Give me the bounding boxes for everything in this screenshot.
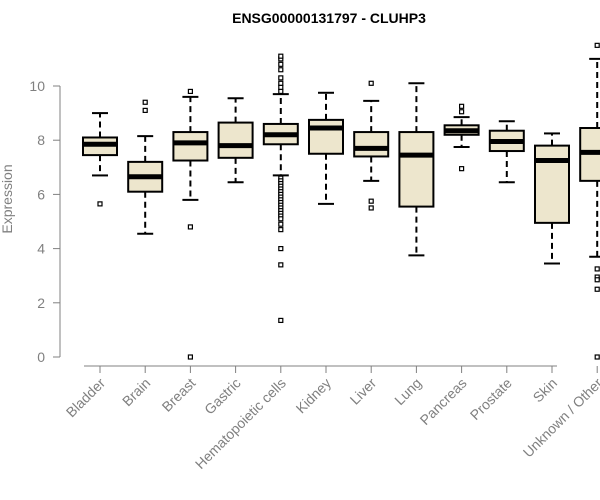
box-8 [443,103,480,172]
box-5 [308,91,344,205]
box-iqr [398,131,435,208]
box-0 [82,112,118,207]
x-tick-label: Kidney [293,375,335,417]
outlier-point [368,80,374,86]
box-1 [127,99,164,235]
outlier-point [278,67,284,73]
outlier-point [278,216,284,222]
outlier-point [278,317,284,324]
box-iqr [534,144,570,224]
outlier-point [278,227,284,233]
outlier-point [278,262,284,268]
y-axis-label: Expression [0,164,15,233]
outlier-point [278,88,284,95]
box-11 [579,42,600,360]
x-tick-label: Bladder [63,375,109,421]
outlier-point [278,221,284,227]
x-tick-label: Brain [119,375,153,409]
outlier-point [594,354,600,360]
y-tick-label: 8 [37,132,45,148]
box-3 [217,97,254,184]
outlier-point [142,99,148,105]
chart-title: ENSG00000131797 - CLUHP3 [232,10,426,26]
outlier-point [594,42,600,48]
box-4 [262,53,299,324]
box-7 [398,82,435,257]
box-9 [488,120,525,184]
x-tick-label: Pancreas [417,375,470,428]
outlier-point [368,205,374,211]
box-iqr [172,131,209,162]
y-tick-label: 4 [37,241,45,257]
outlier-point [594,286,600,292]
outlier-point [187,224,193,230]
box-10 [534,132,570,265]
outlier-point [97,201,103,207]
x-tick-label: Liver [347,375,380,408]
outlier-point [187,354,193,360]
x-tick-label: Breast [159,375,199,415]
x-tick-label: Prostate [467,375,515,423]
outlier-point [187,88,193,95]
boxes [82,42,600,360]
outlier-point [459,109,465,115]
box-iqr [217,121,254,159]
outlier-point [459,166,465,172]
outlier-point [278,75,284,81]
box-6 [353,80,390,211]
outlier-point [142,107,148,113]
outlier-point [594,277,600,283]
outlier-point [594,266,600,272]
outlier-point [278,61,284,67]
outlier-point [278,246,284,252]
y-tick-label: 0 [37,349,45,365]
outlier-point [278,84,284,90]
y-tick-label: 10 [29,78,45,94]
x-tick-label: Skin [530,375,561,406]
box-iqr [308,118,344,155]
y-tick-label: 2 [37,295,45,311]
y-tick-label: 6 [37,186,45,202]
x-tick-label: Gastric [201,375,244,418]
x-tick-label: Unknown / Other [520,375,600,461]
box-2 [172,88,209,360]
x-tick-label: Lung [391,375,424,408]
y-ticks: 0 2 4 6 8 10 [29,78,60,365]
outlier-point [278,53,284,59]
box-iqr [353,131,390,158]
outlier-point [368,198,374,204]
outlier-point [278,80,284,86]
outlier-point [459,103,465,109]
